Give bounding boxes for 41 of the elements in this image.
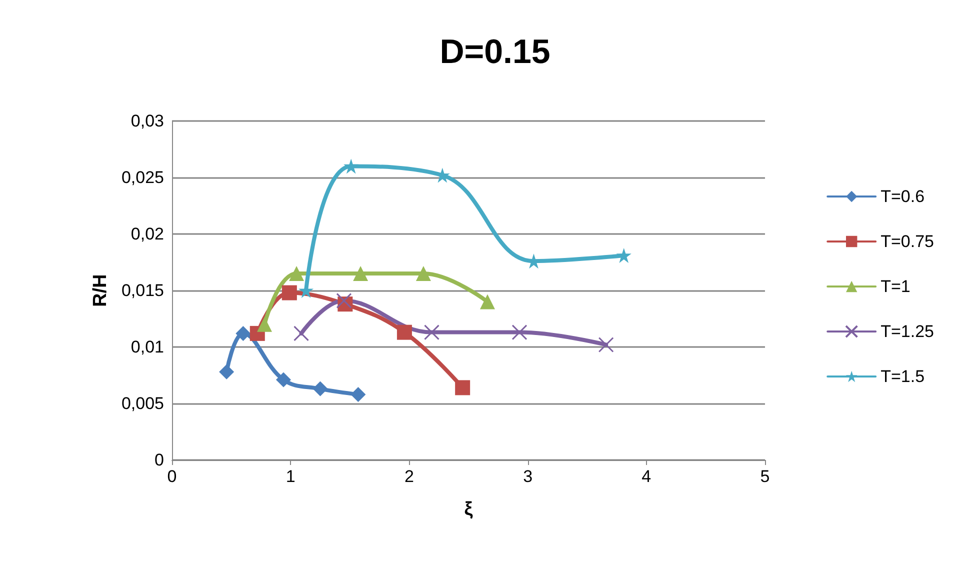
y-tick-label: 0,015: [121, 281, 164, 300]
legend-label: T=1: [880, 277, 910, 296]
legend-label: T=0.6: [880, 187, 925, 206]
chart-title: D=0.15: [440, 33, 550, 71]
y-tick-label: 0,03: [130, 112, 164, 130]
x-tick-label: 2: [404, 467, 414, 486]
point: [257, 316, 272, 332]
point: [294, 326, 310, 342]
y-tick-label: 0,01: [130, 338, 164, 356]
point: [480, 294, 495, 310]
y-tick-label: 0,005: [121, 394, 164, 413]
legend-label: T=1.5: [880, 367, 925, 386]
point: [312, 381, 328, 396]
x-axis-title: ξ: [464, 499, 474, 520]
point: [396, 324, 412, 340]
y-axis-title: R/H: [90, 274, 111, 307]
x-tick-label: 3: [523, 467, 533, 486]
point: [336, 292, 352, 308]
point: [512, 324, 528, 340]
x-tick-label: 4: [642, 467, 652, 486]
x-tick-label: 1: [286, 467, 296, 486]
point: [282, 285, 297, 300]
x-tick-label: 0: [167, 467, 177, 486]
point: [616, 248, 632, 263]
y-tick-label: 0,025: [121, 168, 164, 187]
point: [344, 158, 359, 174]
y-tick-label: 0,02: [130, 224, 164, 244]
point: [416, 266, 431, 282]
point: [350, 386, 366, 402]
point: [289, 266, 304, 282]
legend-label: T=1.25: [880, 322, 934, 341]
y-tick-label: 0: [154, 450, 164, 470]
point: [424, 324, 440, 340]
point: [598, 336, 614, 352]
x-tick-label: 5: [760, 467, 770, 486]
point: [276, 372, 291, 388]
legend-label: T=0.75: [880, 232, 934, 251]
point: [219, 364, 234, 380]
point: [455, 380, 470, 396]
point: [353, 266, 368, 282]
point: [236, 326, 251, 341]
